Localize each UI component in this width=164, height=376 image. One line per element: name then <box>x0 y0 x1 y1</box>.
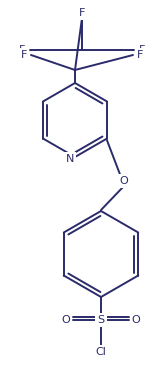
Text: F: F <box>21 50 27 60</box>
Text: F: F <box>139 45 145 55</box>
Text: O: O <box>120 176 128 186</box>
Text: F: F <box>79 8 85 18</box>
Text: N: N <box>66 154 74 164</box>
Text: Cl: Cl <box>96 347 106 357</box>
Text: F: F <box>137 50 143 60</box>
Text: F: F <box>79 8 85 18</box>
Text: O: O <box>62 315 70 325</box>
Text: O: O <box>132 315 140 325</box>
Text: S: S <box>97 315 105 325</box>
Text: F: F <box>19 45 25 55</box>
